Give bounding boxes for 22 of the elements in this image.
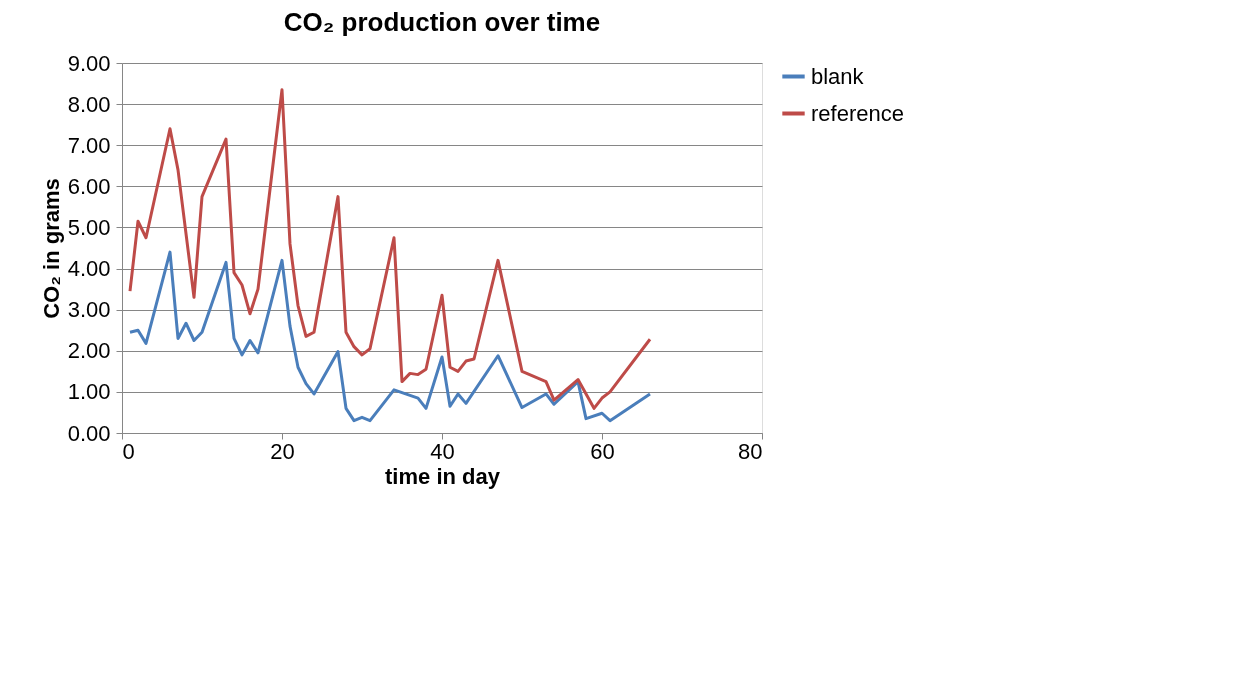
legend-label: blank (811, 63, 865, 89)
x-tick-label: 80 (738, 438, 763, 464)
x-axis-title: time in day (385, 463, 501, 489)
y-tick-label: 0.00 (67, 420, 111, 446)
y-tick-label: 2.00 (67, 338, 111, 364)
y-axis-title: CO₂ in grams (38, 178, 64, 319)
line-series (128, 250, 652, 423)
y-tick-label: 7.00 (67, 132, 111, 158)
y-tick-label: 4.00 (67, 256, 111, 282)
x-tick-label: 40 (430, 438, 455, 464)
y-tick-label: 9.00 (67, 50, 111, 76)
legend-label: reference (811, 100, 904, 126)
y-tick-label: 1.00 (67, 379, 111, 405)
x-tick-label: 20 (270, 438, 295, 464)
y-tick-label: 5.00 (67, 214, 111, 240)
x-tick-label: 0 (122, 438, 135, 464)
x-tick-label: 60 (590, 438, 615, 464)
y-tick-label: 8.00 (67, 91, 111, 117)
line-series (128, 88, 652, 410)
y-tick-label: 6.00 (67, 173, 111, 199)
chart-title: CO₂ production over time (283, 7, 601, 37)
y-tick-label: 3.00 (67, 297, 111, 323)
